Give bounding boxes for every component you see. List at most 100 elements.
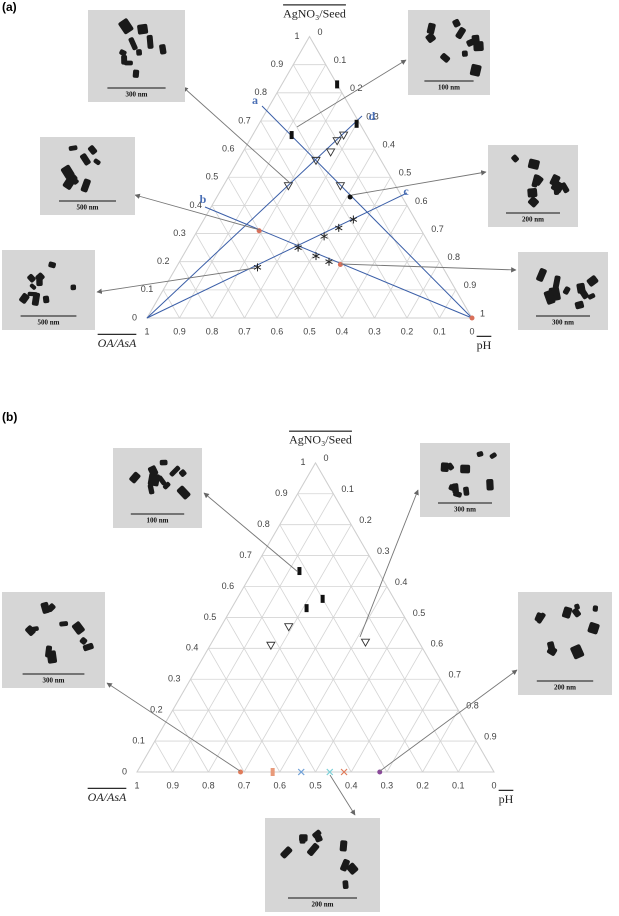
tem-image	[518, 252, 608, 330]
grid-line	[297, 493, 459, 773]
tem-image	[88, 10, 185, 102]
tick-label: 0.3	[173, 228, 186, 238]
tick-label: 1	[480, 308, 485, 318]
particle	[346, 862, 359, 875]
scale-label: 300 nm	[126, 91, 148, 99]
tick-label: 0.4	[345, 780, 358, 790]
grid-line	[279, 586, 388, 773]
marker	[326, 768, 334, 776]
panel-label: (a)	[2, 0, 17, 14]
particle	[36, 274, 43, 287]
tem-image	[265, 818, 380, 912]
marker	[270, 768, 275, 776]
guide-line	[146, 115, 363, 319]
guide-line	[146, 192, 408, 319]
particle	[159, 44, 167, 55]
particle	[118, 18, 134, 35]
particle	[592, 605, 599, 612]
particle	[312, 829, 322, 839]
particle	[586, 275, 599, 287]
tick-label: 0.5	[206, 172, 219, 182]
particle	[426, 22, 436, 35]
tick-label: 0.3	[366, 111, 379, 121]
grid-line	[292, 64, 440, 319]
tick-label: 0.2	[157, 256, 170, 266]
tick-label: 1	[134, 780, 139, 790]
particle	[342, 880, 349, 890]
particle	[476, 451, 484, 457]
particle	[176, 485, 191, 500]
particle	[48, 261, 56, 269]
tick-label: 0.6	[222, 144, 235, 154]
marker	[332, 137, 342, 146]
axis-title: AgNO₃/Seed	[289, 433, 352, 447]
particle	[547, 641, 556, 654]
tick-label: 0.1	[341, 484, 354, 494]
tick-label: 0.8	[206, 326, 219, 336]
particle	[157, 475, 167, 486]
axis-title: OA/AsA	[98, 336, 137, 350]
particle	[440, 53, 451, 63]
marker	[335, 182, 346, 191]
particle	[299, 834, 308, 842]
tick-label: 0.6	[415, 196, 428, 206]
marker	[325, 148, 336, 157]
tick-label: 0.8	[257, 519, 270, 529]
tick-label: 0.7	[238, 780, 251, 790]
tick-label: 0.2	[401, 326, 414, 336]
particle	[46, 603, 56, 612]
particle	[137, 23, 149, 35]
particle	[455, 27, 466, 40]
tick-label: 0.6	[274, 780, 287, 790]
tick-label: 0.3	[377, 546, 390, 556]
tick-label: 0.9	[173, 326, 186, 336]
arrow	[134, 193, 261, 231]
particle	[29, 283, 37, 290]
particle	[80, 178, 91, 193]
tick-label: 0.1	[141, 284, 154, 294]
particle	[463, 486, 470, 496]
particle	[179, 469, 187, 477]
particle	[27, 291, 38, 297]
scale-label: 200 nm	[554, 684, 576, 692]
tick-label: 0	[132, 312, 137, 322]
particle	[19, 293, 30, 304]
particle	[473, 41, 484, 52]
particle	[307, 843, 320, 856]
arrow	[296, 59, 407, 128]
grid-line	[208, 524, 352, 773]
guide-line	[204, 206, 473, 319]
marker	[325, 257, 333, 266]
particle	[340, 858, 350, 872]
tick-label: 0.5	[309, 780, 322, 790]
particle	[80, 153, 91, 166]
marker	[297, 567, 302, 576]
marker	[294, 243, 302, 252]
particle	[440, 462, 449, 472]
arrow	[359, 489, 419, 638]
line-label: b	[200, 192, 207, 206]
particle	[528, 196, 539, 208]
tick-label: 0.7	[238, 326, 251, 336]
particle	[425, 32, 436, 43]
tick-label: 0	[491, 780, 496, 790]
particle	[486, 478, 494, 491]
grid-line	[439, 289, 457, 319]
tick-label: 0.5	[204, 612, 217, 622]
tick-label: 0.7	[238, 115, 251, 125]
tick-label: 0.8	[448, 252, 461, 262]
particle	[469, 63, 482, 77]
line-label: a	[252, 93, 258, 107]
tick-label: 0.1	[433, 326, 446, 336]
particle	[121, 54, 128, 65]
particle	[587, 622, 600, 635]
grid-line	[341, 205, 408, 319]
marker	[320, 232, 328, 241]
particle	[25, 625, 36, 636]
grid-line	[261, 555, 388, 773]
scale-label: 200 nm	[312, 901, 334, 909]
particle	[576, 282, 586, 294]
arrow	[203, 492, 299, 573]
tem-image	[113, 448, 202, 528]
